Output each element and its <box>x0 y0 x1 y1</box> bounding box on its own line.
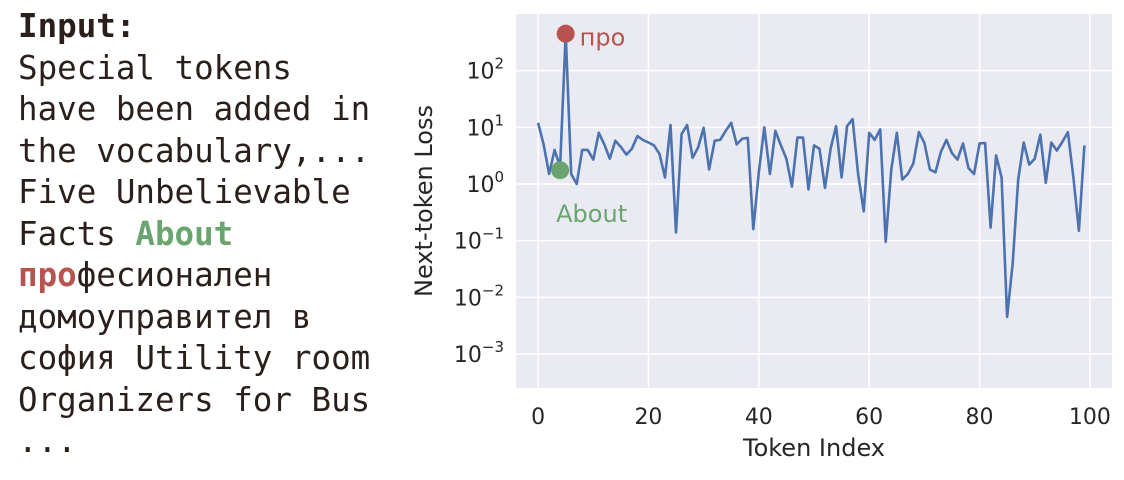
input-line: Special tokens <box>18 48 292 87</box>
x-tick-label: 60 <box>855 405 883 430</box>
x-tick-label: 20 <box>634 405 662 430</box>
input-line-facts: Facts About <box>18 214 413 256</box>
y-tick-label: 10−1 <box>454 225 504 255</box>
input-line: ... <box>18 422 77 460</box>
input-line: have been added in <box>18 90 371 128</box>
y-tick-label: 10−2 <box>454 281 504 311</box>
plot-area <box>516 14 1112 388</box>
input-line: домоуправител в <box>18 297 312 336</box>
pro-suffix: фесионален <box>76 256 273 294</box>
marker-about <box>551 161 570 180</box>
series-line-loss <box>536 32 1086 319</box>
y-ticks: 10−3 10−2 10−1 100 101 102 <box>454 55 504 368</box>
input-line: Organizers for Bus <box>18 380 371 419</box>
x-tick-label: 80 <box>966 405 994 430</box>
annotation-about: About <box>556 200 627 228</box>
marker-pro <box>556 24 575 43</box>
x-tick-label: 0 <box>531 405 545 430</box>
x-ticks: 0 20 40 60 80 100 <box>531 405 1111 430</box>
x-tick-label: 100 <box>1069 405 1111 430</box>
input-text-panel: Input: Special tokens have been added in… <box>18 6 413 463</box>
y-tick-label: 10−3 <box>454 338 504 368</box>
facts-prefix: Facts <box>18 214 136 253</box>
input-line: Five Unbelievable <box>18 173 351 211</box>
input-line: the vocabulary,... <box>18 131 371 170</box>
annotation-pro: про <box>580 24 626 52</box>
highlight-about: About <box>135 214 234 253</box>
loss-chart: про About 0 20 40 60 80 100 10−310−210−110010… <box>410 14 1112 462</box>
input-line-pro: професионален <box>18 255 413 297</box>
input-heading: Input: <box>18 7 136 45</box>
y-axis-label: Next-token Loss <box>410 105 438 297</box>
input-line: софия Utility room <box>18 339 371 377</box>
highlight-pro: про <box>18 256 77 294</box>
x-axis-label: Token Index <box>742 434 885 462</box>
x-tick-label: 40 <box>745 405 773 430</box>
y-tick-label: 100 <box>466 168 504 198</box>
grid <box>516 14 1112 388</box>
y-tick-label: 102 <box>466 55 504 85</box>
y-tick-label: 101 <box>466 111 504 141</box>
